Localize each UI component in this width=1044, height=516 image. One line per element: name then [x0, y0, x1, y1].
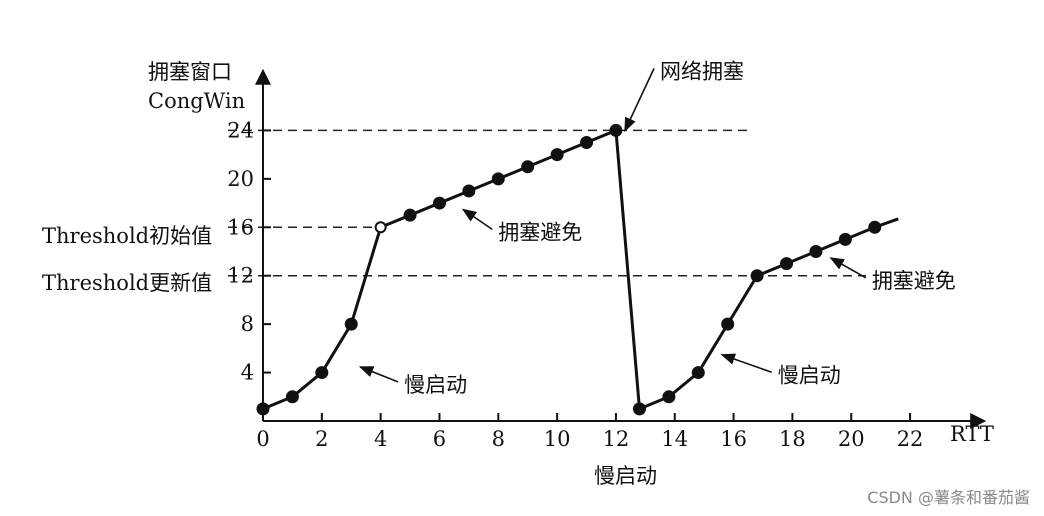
x-tick-label: 20 — [838, 427, 865, 451]
annotation-arrow — [461, 208, 493, 231]
annotation-label: 拥塞避免 — [872, 269, 956, 293]
data-point — [838, 232, 852, 246]
x-tick-label: 18 — [779, 427, 806, 451]
x-tick-label: 12 — [603, 427, 630, 451]
data-point — [344, 317, 358, 331]
data-point — [432, 196, 446, 210]
annotation-arrow — [358, 366, 399, 383]
y-axis-label-cn: 拥塞窗口 — [148, 60, 232, 84]
data-point — [285, 390, 299, 404]
x-tick-label: 14 — [661, 427, 688, 451]
x-tick-label: 2 — [315, 427, 328, 451]
y-tick-label: 8 — [241, 312, 254, 336]
data-point — [315, 366, 329, 380]
data-point — [403, 208, 417, 222]
y-tick-label: 24 — [227, 118, 254, 142]
data-point — [609, 123, 623, 137]
data-point — [750, 269, 764, 283]
annotation-arrow — [720, 353, 772, 374]
annotation-label: 网络拥塞 — [660, 59, 744, 83]
data-point — [809, 245, 823, 258]
data-point — [662, 390, 676, 404]
annotation-label: 慢启动 — [404, 373, 467, 397]
annotation-arrow — [829, 257, 867, 279]
data-point — [632, 402, 646, 416]
x-tick-label: 10 — [544, 427, 571, 451]
annotation-label: 慢启动 — [778, 363, 841, 387]
x-tick-label: 22 — [897, 427, 924, 451]
y-tick-label: 12 — [227, 264, 254, 288]
data-point — [550, 148, 564, 162]
x-tick-label: 16 — [720, 427, 747, 451]
y-axis-label-en: CongWin — [148, 89, 245, 113]
data-point — [521, 160, 535, 174]
x-axis-unit-label: RTT — [950, 422, 994, 446]
x-tick-label: 4 — [374, 427, 387, 451]
annotation-arrow — [624, 68, 655, 133]
data-point — [374, 221, 387, 234]
data-point — [868, 220, 882, 234]
annotation-label: 拥塞避免 — [498, 220, 582, 244]
y-tick-label: 20 — [227, 167, 254, 191]
x-axis-caption: 慢启动 — [594, 464, 657, 488]
data-point — [691, 366, 705, 380]
x-tick-label: 0 — [256, 427, 269, 451]
reference-lines — [228, 129, 866, 277]
data-point — [462, 184, 476, 198]
x-tick-label: 8 — [492, 427, 505, 451]
data-point — [256, 402, 270, 416]
y-tick-label: 4 — [241, 361, 254, 385]
data-point — [780, 257, 794, 271]
data-point — [491, 172, 505, 186]
data-point — [580, 136, 594, 150]
watermark: CSDN @薯条和番茄酱 — [867, 488, 1030, 507]
x-tick-label: 6 — [433, 427, 446, 451]
data-point — [721, 317, 735, 331]
series-layer — [256, 123, 899, 416]
threshold-initial-label: Threshold初始值 — [42, 224, 212, 248]
y-tick-label: 16 — [227, 215, 254, 239]
threshold-updated-label: Threshold更新值 — [42, 271, 212, 295]
